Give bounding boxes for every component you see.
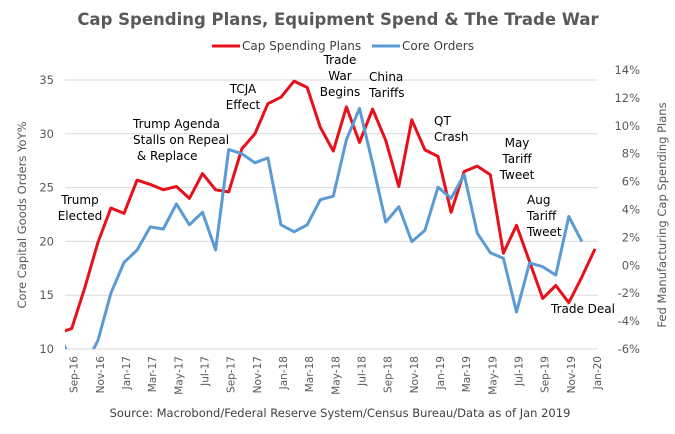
y-tick-label-left: 10 — [39, 342, 54, 356]
annotation-label: Effect — [226, 98, 261, 112]
y-axis-left-label: Core Capital Goods Orders YoY% — [15, 121, 29, 308]
x-tick-label: Mar-19 — [461, 356, 473, 392]
annotation-label: TCJA — [229, 82, 257, 96]
x-tick-label: Jul-18 — [357, 356, 369, 387]
y-tick-label-right: 8% — [622, 147, 640, 161]
y-tick-label-left: 30 — [39, 127, 54, 141]
x-tick-label: Nov-18 — [409, 356, 421, 393]
series-line-core-orders — [65, 106, 584, 349]
series-line-cap-spending-plans — [65, 79, 597, 333]
x-tick-label: Nov-17 — [252, 356, 264, 393]
y-tick-label-right: 6% — [622, 175, 640, 189]
annotation-label: Tweet — [499, 168, 535, 182]
x-tick-label: Mar-18 — [304, 356, 316, 392]
annotation-label: QT — [434, 114, 451, 128]
y-tick-label-right: 2% — [622, 230, 640, 244]
series-group — [65, 79, 597, 349]
y-tick-label-right: 4% — [622, 203, 640, 217]
y-tick-label-left: 35 — [39, 73, 54, 87]
y-axis-right: -6% -4% -2% 0% 2% 4% 6% 8% 10% 12% 14% — [614, 63, 640, 356]
y-tick-label-right: 14% — [614, 63, 640, 77]
annotation-label: Tariff — [526, 209, 557, 223]
x-tick-label: Nov-16 — [95, 356, 107, 394]
y-axis-left: 10 15 20 25 30 35 — [39, 73, 54, 356]
annotation-label: Trump Agenda — [132, 117, 220, 131]
y-tick-label-left: 25 — [39, 181, 54, 195]
annotations: Trump Elected Trump Agenda Stalls on Repeal… — [58, 53, 615, 316]
x-axis: Sep-16 Nov-16 Jan-17 Mar-17 May-17 Jul-17 Sep-… — [69, 356, 604, 395]
annotation-label: Elected — [58, 209, 103, 223]
y-axis-right-label: Fed Manufacturing Cap Spending Plans — [655, 102, 669, 327]
legend-label-cap-spending: Cap Spending Plans — [242, 39, 361, 53]
y-tick-label-right: -6% — [618, 342, 640, 356]
annotation-label: Trump — [60, 193, 98, 207]
x-tick-label: Sep-17 — [226, 356, 238, 393]
x-tick-label: May-19 — [487, 356, 499, 395]
gridlines — [65, 79, 598, 350]
annotation-label: Tariffs — [368, 86, 404, 100]
y-tick-label-left: 15 — [39, 288, 54, 302]
annotation-label: War — [328, 69, 351, 83]
y-tick-label-right: -2% — [618, 286, 640, 300]
x-tick-label: Nov-19 — [566, 356, 578, 393]
x-tick-label: Jan-20 — [592, 356, 604, 390]
source-note: Source: Macrobond/Federal Reserve System… — [110, 406, 571, 420]
x-tick-label: Sep-16 — [69, 356, 81, 393]
x-tick-label: Mar-17 — [147, 356, 159, 392]
legend: Cap Spending Plans Core Orders — [212, 39, 474, 53]
x-tick-label: May-18 — [330, 356, 342, 395]
y-tick-label-right: -4% — [618, 314, 640, 328]
x-tick-label: Jan-17 — [121, 356, 133, 390]
x-tick-label: Jan-19 — [435, 356, 447, 390]
y-tick-label-right: 0% — [622, 258, 640, 272]
x-tick-label: Jul-17 — [200, 356, 212, 387]
y-tick-label-right: 12% — [614, 91, 640, 105]
annotation-label: & Replace — [133, 149, 197, 163]
annotation-label: China — [369, 70, 403, 84]
x-tick-label: Jul-19 — [514, 356, 526, 387]
annotation-label: Begins — [320, 85, 360, 99]
legend-label-core-orders: Core Orders — [402, 39, 474, 53]
y-tick-label-right: 10% — [614, 119, 640, 133]
annotation-label: Tweet — [526, 225, 562, 239]
annotation-label: Crash — [434, 130, 469, 144]
x-tick-label: Sep-19 — [540, 356, 552, 393]
annotation-label: May — [505, 136, 530, 150]
annotation-label: Aug — [527, 193, 550, 207]
x-tick-label: Sep-18 — [383, 356, 395, 393]
annotation-label: Trade — [323, 53, 357, 67]
x-tick-label: Jan-18 — [278, 356, 290, 390]
y-tick-label-left: 20 — [39, 234, 54, 248]
annotation-label: Trade Deal — [550, 302, 615, 316]
annotation-label: Tariff — [501, 152, 532, 166]
annotation-label: Stalls on Repeal — [133, 133, 229, 147]
chart-title: Cap Spending Plans, Equipment Spend & Th… — [77, 10, 599, 29]
x-tick-label: May-17 — [173, 356, 185, 395]
